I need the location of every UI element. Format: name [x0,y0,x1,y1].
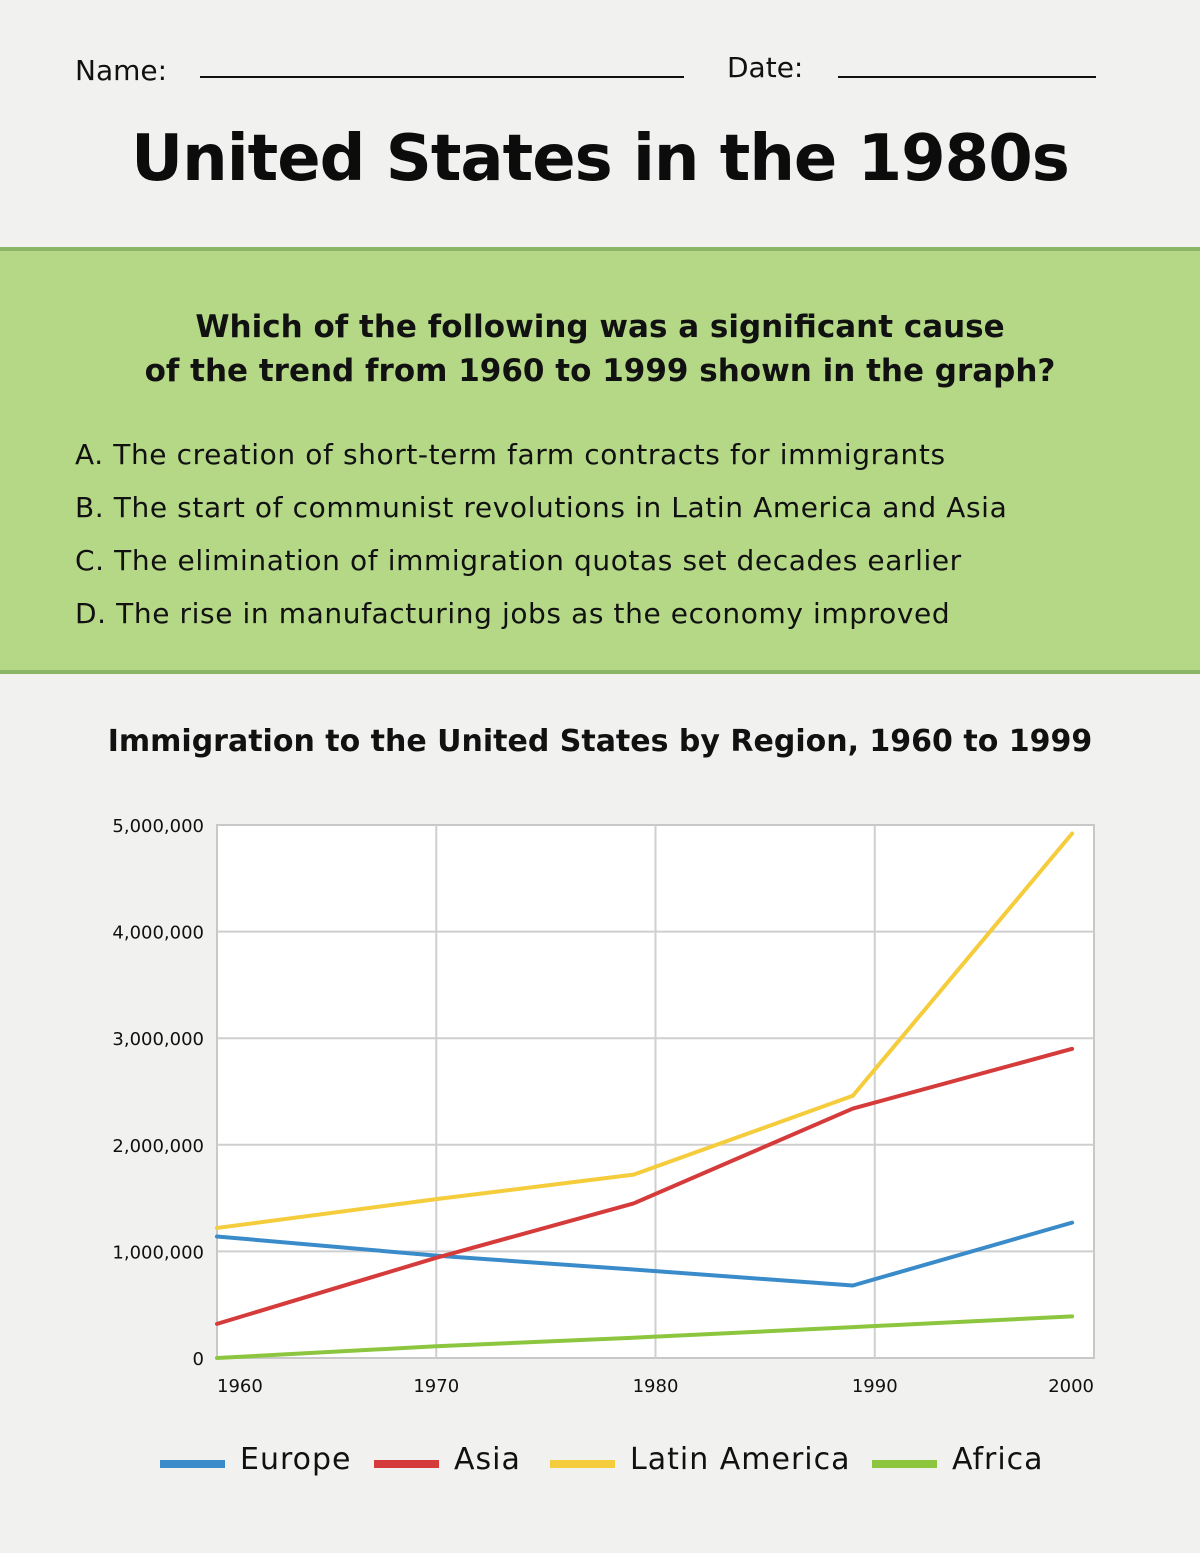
name-label: Name: [75,54,168,87]
series-line-africa [215,1314,1075,1360]
x-tick-label: 1980 [633,1376,679,1397]
option-a[interactable]: A. The creation of short-term farm contr… [75,438,946,471]
option-c[interactable]: C. The elimination of immigration quotas… [75,544,962,577]
series-line-latin-america [215,831,1075,1230]
series-line-asia [215,1046,1075,1326]
y-tick-label: 1,000,000 [112,1242,204,1263]
series-line-europe [215,1220,1075,1288]
y-tick-label: 4,000,000 [112,923,204,944]
legend-label-europe: Europe [240,1442,352,1477]
x-tick-label: 1960 [217,1376,263,1397]
legend-label-asia: Asia [454,1442,521,1477]
page-title: United States in the 1980s [131,122,1070,196]
x-tick-label: 2000 [1048,1376,1094,1397]
y-tick-label: 0 [193,1349,204,1370]
date-label: Date: [727,51,804,84]
legend-swatch-africa [872,1460,937,1468]
legend-swatch-asia [374,1460,439,1468]
line-chart: 0 1,000,000 2,000,000 3,000,000 4,000,000 5,0… [112,816,1095,1397]
question-panel: Which of the following was a significant… [0,247,1200,674]
chart-title: Immigration to the United States by Regi… [107,724,1093,759]
x-tick-label: 1970 [413,1376,459,1397]
y-tick-label: 5,000,000 [112,816,204,837]
date-field-line[interactable] [838,76,1096,78]
answer-options: A. The creation of short-term farm contr… [75,428,1007,640]
legend-swatch-europe [160,1460,225,1468]
legend-label-latin-america: Latin America [630,1442,851,1477]
y-tick-label: 3,000,000 [112,1029,204,1050]
question-line-2: of the trend from 1960 to 1999 shown in … [144,353,1056,389]
option-b[interactable]: B. The start of communist revolutions in… [75,491,1008,524]
name-field-line[interactable] [200,76,684,78]
legend-label-africa: Africa [952,1442,1044,1477]
y-tick-label: 2,000,000 [112,1136,204,1157]
question-line-1: Which of the following was a significant… [195,309,1005,345]
x-tick-label: 1990 [852,1376,898,1397]
legend-swatch-latin-america [550,1460,615,1468]
header-row: Name: Date: [0,48,1200,88]
question-text: Which of the following was a significant… [0,305,1200,393]
option-d[interactable]: D. The rise in manufacturing jobs as the… [75,597,951,630]
